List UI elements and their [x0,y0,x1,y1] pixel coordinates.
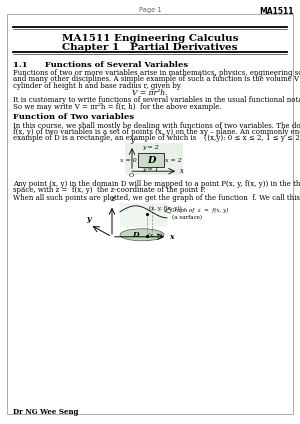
Text: x = 0: x = 0 [120,158,137,163]
Text: Function of Two variables: Function of Two variables [13,113,134,121]
Text: Dr NG Wee Seng: Dr NG Wee Seng [13,408,78,416]
Ellipse shape [120,229,164,241]
Text: When all such points are plotted, we get the graph of the function  f. We call t: When all such points are plotted, we get… [13,194,300,201]
Text: 1.1      Functions of Several Variables: 1.1 Functions of Several Variables [13,61,188,69]
Text: space, with z =  f(x, y)  the z-coordinate of the point P.: space, with z = f(x, y) the z-coordinate… [13,187,206,194]
Text: In this course, we shall mostly be dealing with functions of two variables. The : In this course, we shall mostly be deali… [13,122,300,130]
Text: It is customary to write functions of several variables in the usual functional : It is customary to write functions of se… [13,96,300,104]
Text: MA1511 Engineering Calculus: MA1511 Engineering Calculus [62,34,238,43]
Text: (a surface): (a surface) [172,215,202,220]
Text: y = 1: y = 1 [142,167,159,172]
Text: (x, y): (x, y) [148,233,162,238]
Text: MA1511: MA1511 [260,7,294,16]
Text: (x, y, f(x, y)): (x, y, f(x, y)) [149,206,182,211]
Text: D: D [147,156,155,165]
Text: x: x [169,233,173,241]
Text: cylinder of height h and base radius r, given by: cylinder of height h and base radius r, … [13,81,181,89]
Text: y: y [130,136,134,144]
Text: f(x, y) of two variables is a set of points (x, y) on the xy – plane. An commonl: f(x, y) of two variables is a set of poi… [13,128,300,136]
Text: x = 2: x = 2 [165,158,182,163]
Text: V = πr²h.: V = πr²h. [132,89,168,97]
Text: and many other disciplines. A simple example of such a function is the volume V : and many other disciplines. A simple exa… [13,75,300,84]
Bar [138,153,164,167]
Text: Any point (x, y) in the domain D will be mapped to a point P(x, y, f(x, y)) in t: Any point (x, y) in the domain D will be… [13,180,300,188]
Text: Chapter 1   Partial Derivatives: Chapter 1 Partial Derivatives [62,43,238,52]
Text: Functions of two or more variables arise in mathematics, physics, engineering sc: Functions of two or more variables arise… [13,69,300,77]
Text: x: x [180,167,184,175]
Text: Graph of  z  =  f(x, y): Graph of z = f(x, y) [170,208,228,213]
Bar [125,143,183,175]
Bar [120,203,167,227]
Text: y = 2: y = 2 [142,145,159,150]
Text: example of D is a rectangle, an example of which is   {(x,y): 0 ≤ x ≤ 2, 1 ≤ y ≤: example of D is a rectangle, an example … [13,134,300,142]
Text: So we may write V = πr²h = f(r, h)  for the above example.: So we may write V = πr²h = f(r, h) for t… [13,103,222,111]
Text: z: z [110,195,114,203]
Text: y: y [86,215,90,223]
Text: O: O [129,173,134,178]
Text: Page 1: Page 1 [139,7,161,13]
Text: D: D [133,231,139,239]
